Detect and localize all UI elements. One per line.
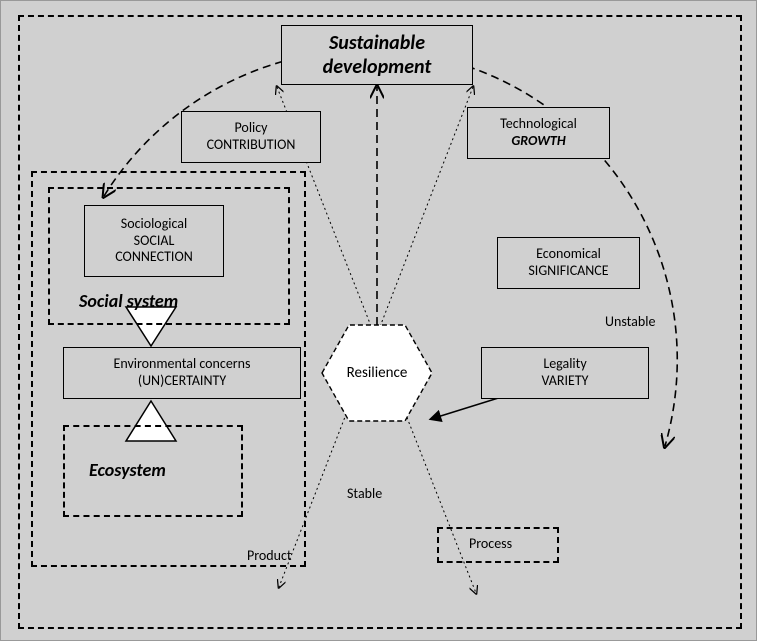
process-label: Process xyxy=(469,535,512,552)
socio-l2: SOCIAL xyxy=(134,233,175,250)
tech-l2: GROWTH xyxy=(511,133,565,150)
resilience-hexagon: Resilience xyxy=(302,325,452,421)
social-system-label: Social system xyxy=(79,290,178,312)
ecosystem-label: Ecosystem xyxy=(89,459,166,481)
econ-l2: SIGNIFICANCE xyxy=(528,263,608,280)
legal-l1: Legality xyxy=(543,356,586,373)
env-box: Environmental concerns (UN)CERTAINTY xyxy=(63,347,301,399)
title-box: Sustainable development xyxy=(281,25,473,85)
legal-box: Legality VARIETY xyxy=(481,347,649,399)
tech-box: Technological GROWTH xyxy=(467,107,610,159)
product-label: Product xyxy=(247,547,292,564)
stable-label: Stable xyxy=(347,485,382,502)
policy-box: Policy CONTRIBUTION xyxy=(181,111,321,163)
env-l1: Environmental concerns xyxy=(113,356,250,373)
policy-l1: Policy xyxy=(234,120,267,137)
title-line1: Sustainable xyxy=(329,31,425,55)
unstable-label: Unstable xyxy=(605,313,655,330)
econ-l1: Economical xyxy=(536,246,601,263)
socio-box: Sociological SOCIAL CONNECTION xyxy=(84,205,224,277)
socio-l1: Sociological xyxy=(121,216,187,233)
resilience-label: Resilience xyxy=(347,364,408,382)
legal-l2: VARIETY xyxy=(542,373,589,390)
socio-l3: CONNECTION xyxy=(115,249,193,266)
diagram-canvas: Sustainable development Policy CONTRIBUT… xyxy=(0,0,757,641)
tech-l1: Technological xyxy=(500,116,577,133)
env-l2: (UN)CERTAINTY xyxy=(138,373,226,390)
econ-box: Economical SIGNIFICANCE xyxy=(497,237,640,289)
title-line2: development xyxy=(323,55,432,79)
policy-l2: CONTRIBUTION xyxy=(207,137,296,154)
